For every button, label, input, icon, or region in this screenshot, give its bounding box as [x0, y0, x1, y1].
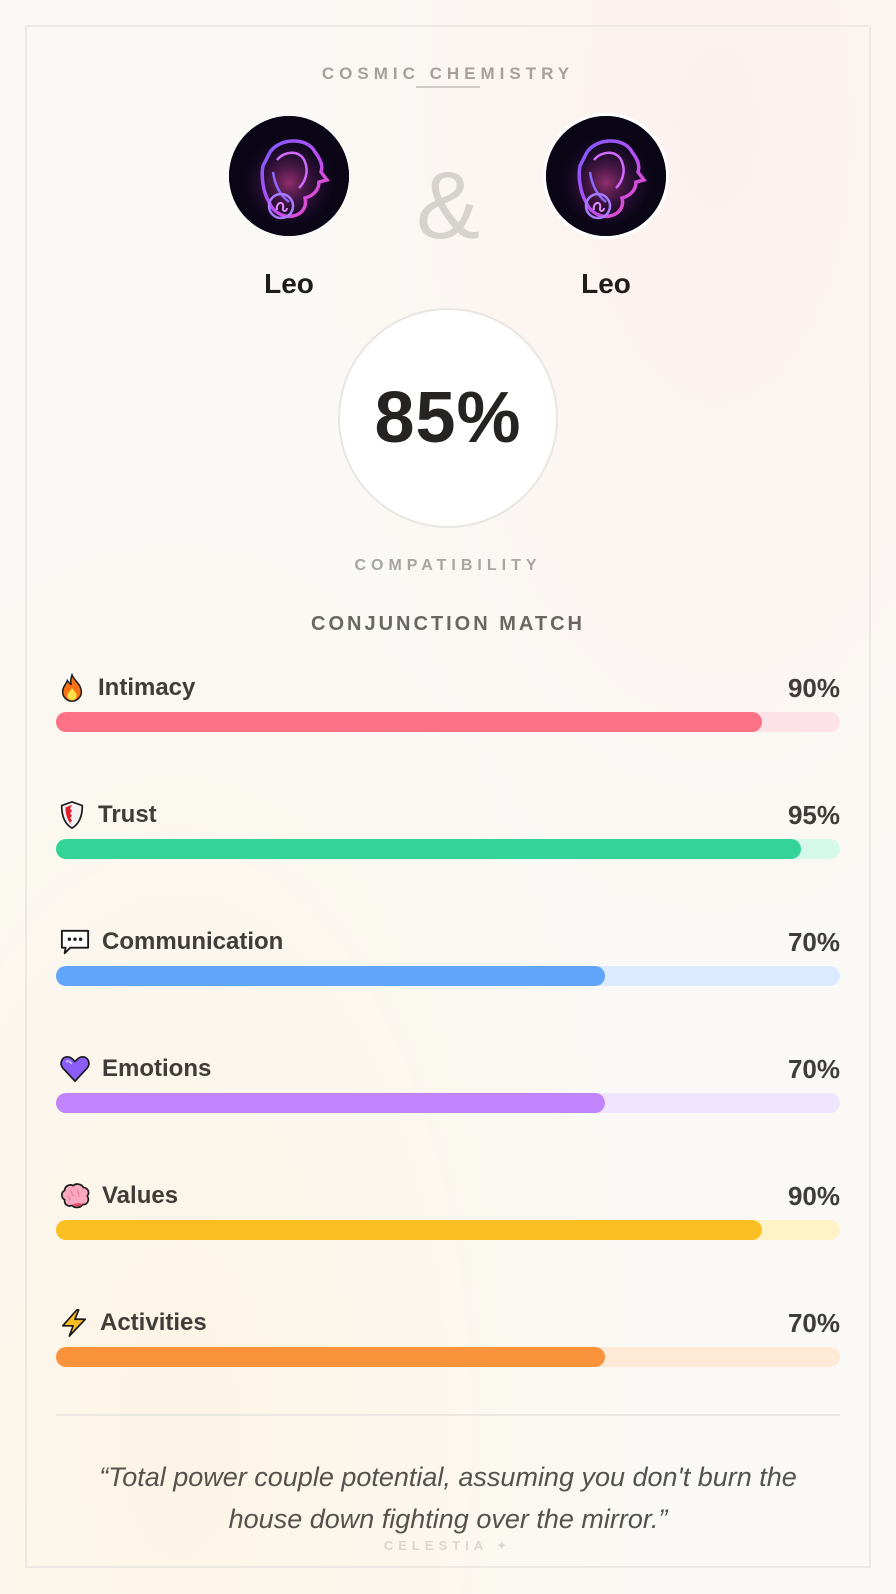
shield-icon: [56, 799, 88, 831]
heart-icon: [56, 1053, 94, 1085]
progress-track: [56, 1347, 840, 1367]
metric-activities: Activities 70%: [56, 1305, 840, 1432]
progress-fill: [56, 1093, 605, 1113]
leo-lion-icon: [229, 116, 349, 236]
sign-name-left: Leo: [264, 268, 314, 299]
metric-emotions: Emotions 70%: [56, 1051, 840, 1178]
progress-track: [56, 1220, 840, 1240]
metric-values: Values 90%: [56, 1178, 840, 1305]
lightning-icon: [56, 1307, 92, 1339]
speech-bubble-icon: [56, 926, 94, 958]
metric-value: 90%: [787, 672, 840, 703]
brand-watermark: CELESTIA ✦: [383, 1538, 513, 1553]
compatibility-label: COMPATIBILITY: [354, 557, 542, 574]
metric-value: 95%: [787, 799, 840, 830]
eyebrow-underline: [416, 86, 480, 88]
score-circle: 85%: [338, 308, 558, 528]
brain-icon: [56, 1180, 94, 1212]
progress-fill: [56, 1347, 605, 1367]
progress-track: [56, 839, 840, 859]
progress-track: [56, 966, 840, 986]
metric-label: Emotions: [102, 1055, 212, 1082]
metric-intimacy: Intimacy 90%: [56, 670, 840, 797]
metric-value: 90%: [787, 1180, 840, 1211]
avatar-left: [229, 116, 349, 236]
ampersand-separator: &: [415, 152, 481, 259]
metric-label: Trust: [98, 801, 157, 828]
metric-label: Communication: [102, 928, 284, 955]
leo-lion-icon: [546, 116, 666, 236]
progress-fill: [56, 839, 801, 859]
section-title: CONJUNCTION MATCH: [311, 613, 585, 635]
compatibility-quote: “Total power couple potential, assuming …: [99, 1462, 797, 1534]
metric-communication: Communication 70%: [56, 924, 840, 1051]
fire-icon: [56, 672, 88, 704]
progress-track: [56, 1093, 840, 1113]
progress-fill: [56, 712, 762, 732]
progress-track: [56, 712, 840, 732]
compatibility-card: [25, 25, 871, 1568]
metric-value: 70%: [787, 1307, 840, 1338]
metric-label: Values: [102, 1182, 179, 1209]
eyebrow-title: COSMIC CHEMISTRY: [321, 64, 575, 83]
divider: [56, 1414, 840, 1416]
metric-value: 70%: [787, 1053, 840, 1084]
metric-value: 70%: [787, 926, 840, 957]
metrics-list: Intimacy 90% Trust 95%: [56, 670, 840, 1432]
progress-fill: [56, 1220, 762, 1240]
compatibility-score: 85%: [374, 378, 522, 458]
sign-name-right: Leo: [581, 268, 631, 299]
progress-fill: [56, 966, 605, 986]
metric-label: Activities: [100, 1309, 207, 1336]
metric-label: Intimacy: [98, 674, 196, 701]
metric-trust: Trust 95%: [56, 797, 840, 924]
avatar-right: [546, 116, 666, 236]
